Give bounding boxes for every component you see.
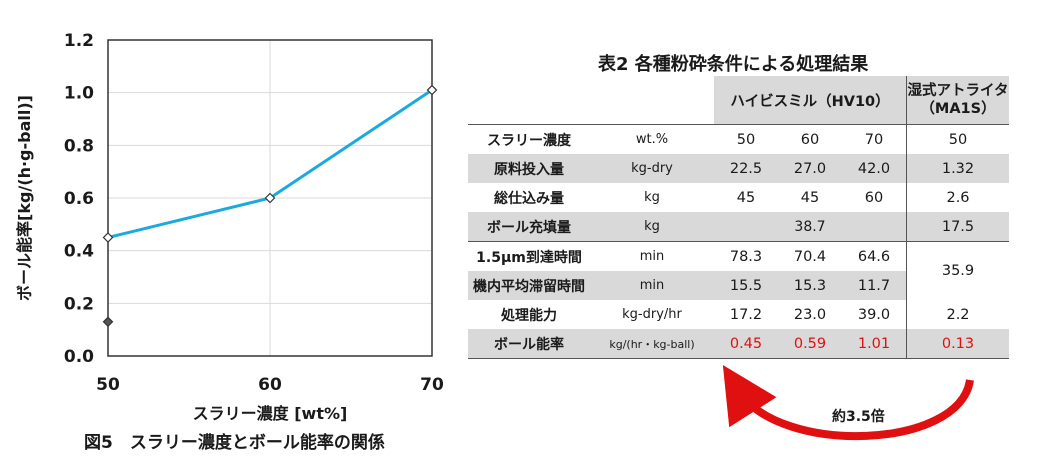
row-value-ma1s-highlight: 0.13 xyxy=(906,329,1009,359)
row-name: 機内平均滞留時間 xyxy=(468,271,590,300)
row-unit: kg-dry/hr xyxy=(622,307,682,322)
table-row: 原料投入量 kg-dry 22.5 27.0 42.0 1.32 xyxy=(468,154,1009,183)
y-tick-label: 0.4 xyxy=(64,242,94,262)
table-title: 表2 各種粉砕条件による処理結果 xyxy=(598,54,869,75)
row-value: 64.6 xyxy=(842,241,907,271)
row-unit: min xyxy=(590,271,714,300)
table-row: 機内平均滞留時間 min 15.5 15.3 11.7 xyxy=(468,271,1009,300)
table-row: ボール充填量 kg 38.7 17.5 xyxy=(468,212,1009,242)
row-name: 総仕込み量 xyxy=(494,190,564,207)
data-point-extra xyxy=(102,316,114,328)
row-value-span: 38.7 xyxy=(714,212,907,242)
row-value: 60 xyxy=(864,189,884,206)
results-table: ハイビスミル（HV10） 湿式アトライタ （MA1S） スラリー濃度 wt.% 5… xyxy=(468,76,1009,359)
x-tick-label: 50 xyxy=(96,375,120,395)
y-tick-label: 0.8 xyxy=(64,136,94,156)
row-value: 50 xyxy=(714,124,778,154)
data-point xyxy=(426,84,438,96)
row-value-highlight: 1.01 xyxy=(842,329,907,359)
ratio-label: 約3.5倍 xyxy=(832,409,885,425)
row-value: 11.7 xyxy=(842,271,907,300)
row-value-ma1s: 2.6 xyxy=(906,183,1009,212)
line-chart: 0.0 0.2 0.4 0.6 0.8 1.0 1.2 50 60 70 スラリー濃度 [wt%] ボ… xyxy=(15,31,444,423)
row-value: 60 xyxy=(778,124,842,154)
y-tick-label: 1.2 xyxy=(64,31,94,51)
row-value: 27.0 xyxy=(778,154,842,183)
row-value: 45 xyxy=(736,189,756,206)
row-value-ma1s: 50 xyxy=(906,124,1009,154)
row-unit: min xyxy=(590,241,714,271)
row-value: 70 xyxy=(842,124,907,154)
y-tick-label: 0.0 xyxy=(64,347,94,367)
row-value: 22.5 xyxy=(714,154,778,183)
row-name: スラリー濃度 xyxy=(468,124,590,154)
header-ma1s-line2: （MA1S） xyxy=(920,101,996,117)
header-blank xyxy=(468,76,590,125)
row-value-ma1s: 2.2 xyxy=(906,300,1009,329)
y-tick-label: 1.0 xyxy=(64,84,94,104)
row-name: 原料投入量 xyxy=(468,154,590,183)
data-point xyxy=(102,232,114,243)
table-row: 1.5μm到達時間 min 78.3 70.4 64.6 35.9 xyxy=(468,241,1009,300)
row-unit: kg xyxy=(644,190,660,205)
table-row: 総仕込み量 kg 45 45 60 2.6 xyxy=(468,183,1009,212)
row-name: ボール能率 xyxy=(468,329,590,359)
table-row: ボール能率 kg/(hr・kg-ball) 0.45 0.59 1.01 0.1… xyxy=(468,329,1009,359)
table-row: 処理能力 kg-dry/hr 17.2 23.0 39.0 2.2 xyxy=(468,300,1009,329)
y-axis-label: ボール能率[kg/(h·g-ball)] xyxy=(15,95,34,301)
row-value-ma1s: 17.5 xyxy=(906,212,1009,242)
row-unit: kg xyxy=(590,212,714,242)
header-hv10: ハイビスミル（HV10） xyxy=(714,76,907,125)
row-value-ma1s: 1.32 xyxy=(906,154,1009,183)
x-tick-label: 70 xyxy=(420,375,444,395)
figure-caption: 図5 スラリー濃度とボール能率の関係 xyxy=(84,433,385,453)
row-value: 17.2 xyxy=(729,306,763,323)
y-tick-label: 0.6 xyxy=(64,189,94,209)
header-ma1s: 湿式アトライタ （MA1S） xyxy=(906,76,1009,125)
y-tick-label: 0.2 xyxy=(64,294,94,314)
row-value: 15.5 xyxy=(714,271,778,300)
row-name: 1.5μm到達時間 xyxy=(468,241,590,271)
row-unit: kg-dry xyxy=(590,154,714,183)
table-row: スラリー濃度 wt.% 50 60 70 50 xyxy=(468,124,1009,154)
row-value-highlight: 0.59 xyxy=(778,329,842,359)
row-value: 39.0 xyxy=(857,306,891,323)
row-value-highlight: 0.45 xyxy=(714,329,778,359)
row-value-ma1s-span: 35.9 xyxy=(906,241,1009,300)
row-value: 78.3 xyxy=(714,241,778,271)
x-tick-label: 60 xyxy=(258,375,282,395)
table-header-row: ハイビスミル（HV10） 湿式アトライタ （MA1S） xyxy=(468,76,1009,125)
row-value: 23.0 xyxy=(793,306,827,323)
header-ma1s-line1: 湿式アトライタ xyxy=(907,83,1009,99)
row-value: 70.4 xyxy=(778,241,842,271)
row-value: 42.0 xyxy=(842,154,907,183)
plot-frame xyxy=(107,39,433,357)
data-point xyxy=(264,192,276,204)
row-unit: kg/(hr・kg-ball) xyxy=(590,329,714,359)
header-blank-unit xyxy=(590,76,714,125)
row-value: 15.3 xyxy=(778,271,842,300)
row-name: 処理能力 xyxy=(501,307,557,324)
row-name: ボール充填量 xyxy=(468,212,590,242)
row-value: 45 xyxy=(800,189,820,206)
x-axis-label: スラリー濃度 [wt%] xyxy=(193,404,348,423)
row-unit: wt.% xyxy=(590,124,714,154)
